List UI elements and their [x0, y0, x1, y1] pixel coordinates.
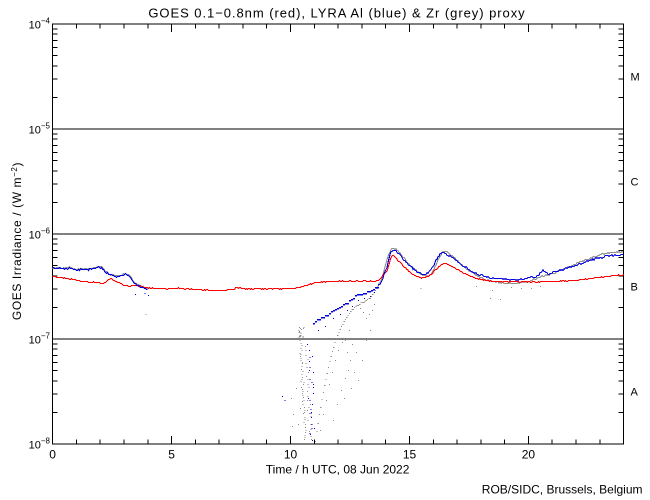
svg-text:0: 0 — [49, 448, 56, 462]
svg-text:GOES Irradiance / (W m−2): GOES Irradiance / (W m−2) — [10, 162, 24, 320]
svg-text:5: 5 — [168, 448, 175, 462]
svg-text:GOES 0.1−0.8nm (red), LYRA Al: GOES 0.1−0.8nm (red), LYRA Al (blue) & Z… — [148, 6, 525, 21]
svg-text:A: A — [631, 387, 639, 399]
svg-text:15: 15 — [403, 448, 417, 462]
svg-text:B: B — [631, 282, 638, 294]
svg-text:Time / h UTC, 08 Jun 2022: Time / h UTC, 08 Jun 2022 — [266, 463, 410, 477]
svg-text:10: 10 — [284, 448, 298, 462]
svg-text:C: C — [631, 177, 639, 189]
svg-text:ROB/SIDC, Brussels, Belgium: ROB/SIDC, Brussels, Belgium — [482, 483, 643, 497]
svg-text:20: 20 — [522, 448, 536, 462]
svg-text:M: M — [631, 72, 640, 84]
